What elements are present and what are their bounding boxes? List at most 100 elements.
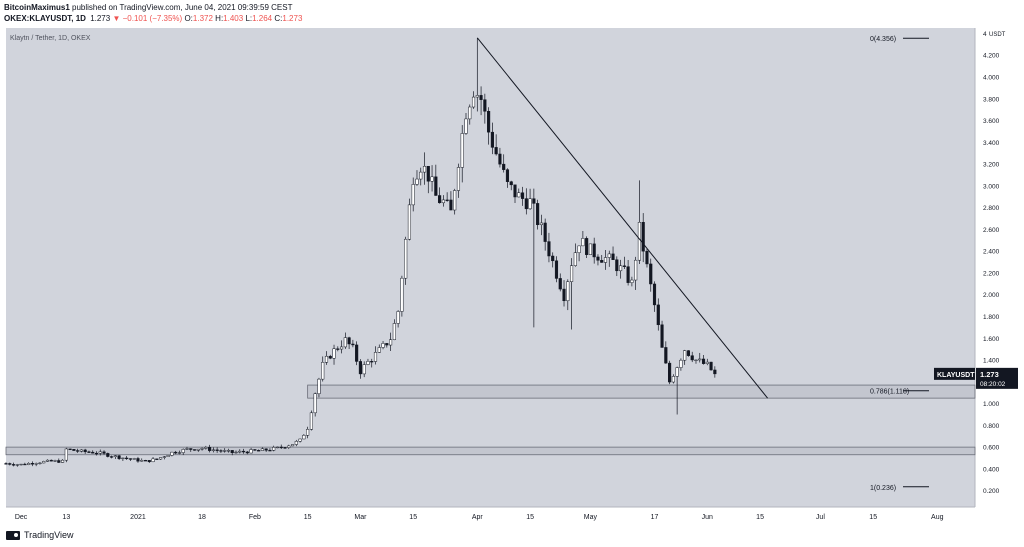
candle-down	[438, 195, 442, 204]
candle-down	[551, 255, 555, 262]
candle-down	[524, 198, 528, 210]
countdown-tag: 08:20:02	[980, 381, 1006, 388]
candle-down	[219, 450, 223, 452]
candle-down	[57, 460, 61, 463]
candle-up	[313, 393, 317, 414]
tradingview-logo-icon	[6, 530, 20, 540]
candle-up	[226, 450, 231, 452]
close-value: 1.273	[282, 14, 303, 23]
candle-up	[573, 252, 577, 266]
symbol-tag-bg	[934, 367, 975, 380]
candle-up	[373, 352, 378, 362]
candle-down	[30, 463, 34, 465]
candle-down	[215, 449, 219, 451]
candle-down	[4, 463, 8, 465]
candle-down	[268, 449, 272, 452]
candle-up	[98, 451, 102, 454]
x-tick-label: 15	[304, 514, 312, 521]
candle-down	[562, 288, 566, 302]
candle-up	[637, 222, 642, 261]
candle-down	[502, 163, 506, 170]
candle-up	[53, 460, 57, 462]
candle-up	[411, 184, 415, 206]
candle-down	[11, 464, 16, 466]
candle-down	[136, 458, 140, 462]
candle-down	[554, 260, 559, 279]
candle-up	[15, 464, 19, 466]
candle-up	[34, 463, 38, 465]
candle-up	[42, 461, 46, 464]
candle-down	[155, 458, 159, 460]
candle-up	[151, 458, 155, 463]
x-tick-label: Jul	[816, 514, 825, 521]
price-change: −0.101 (−7.35%)	[122, 14, 183, 23]
candle-up	[577, 245, 581, 253]
tradingview-logo[interactable]: TradingView	[6, 530, 74, 540]
candle-up	[260, 448, 264, 451]
candle-up	[475, 95, 479, 98]
candle-down	[68, 448, 72, 450]
candle-down	[547, 241, 551, 257]
x-tick-label: 15	[409, 514, 417, 521]
candle-up	[200, 448, 204, 450]
x-tick-label: Apr	[472, 514, 484, 521]
candle-down	[532, 198, 536, 204]
candle-up	[223, 450, 227, 452]
candle-down	[558, 278, 562, 290]
candle-down	[686, 350, 691, 356]
y-tick-label: 1.800	[983, 314, 1000, 321]
candle-up	[569, 265, 574, 282]
candle-up	[45, 459, 50, 462]
candle-down	[656, 304, 660, 326]
candle-up	[705, 361, 709, 364]
publisher-name[interactable]: BitcoinMaximus1	[4, 3, 70, 12]
published-text: published on TradingView.com, June 04, 2…	[72, 3, 293, 12]
candle-down	[83, 449, 87, 453]
candle-up	[294, 441, 298, 445]
candle-down	[592, 243, 596, 258]
candle-down	[23, 463, 27, 466]
candle-up	[566, 281, 570, 302]
candle-up	[415, 178, 419, 185]
candle-down	[490, 131, 494, 148]
candle-up	[377, 347, 381, 353]
x-tick-label: May	[584, 514, 598, 521]
candle-up	[407, 204, 412, 240]
fib-label: 0(4.356)	[870, 36, 896, 43]
candle-down	[615, 259, 619, 272]
candle-up	[603, 257, 608, 263]
high-label: H:	[215, 14, 224, 23]
candle-up	[234, 451, 238, 454]
candle-up	[140, 460, 144, 462]
candle-up	[517, 192, 521, 198]
candle-down	[434, 176, 438, 196]
candle-up	[362, 364, 366, 375]
candle-down	[445, 199, 449, 201]
candle-down	[641, 222, 645, 252]
candle-up	[272, 447, 276, 451]
tradingview-brand: TradingView	[24, 530, 74, 540]
candle-down	[174, 451, 178, 454]
candle-down	[600, 260, 604, 263]
low-label: L:	[245, 14, 253, 23]
x-tick-label: Jun	[702, 514, 713, 521]
candle-down	[585, 238, 589, 255]
y-unit-label: USDT	[989, 32, 1006, 38]
candle-down	[479, 95, 483, 100]
candle-up	[581, 238, 585, 247]
y-tick-label: 2.400	[983, 249, 1000, 256]
candle-down	[543, 222, 547, 242]
candle-down	[426, 165, 430, 182]
candle-down	[147, 460, 151, 463]
candle-down	[649, 263, 653, 285]
candle-down	[611, 253, 615, 260]
candle-up	[162, 456, 166, 458]
y-tick-label: 3.200	[983, 162, 1000, 169]
candle-down	[513, 184, 517, 198]
candle-down	[110, 456, 114, 458]
candle-down	[385, 343, 389, 346]
candle-down	[283, 447, 287, 449]
candle-up	[196, 448, 200, 451]
candle-up	[456, 167, 461, 191]
